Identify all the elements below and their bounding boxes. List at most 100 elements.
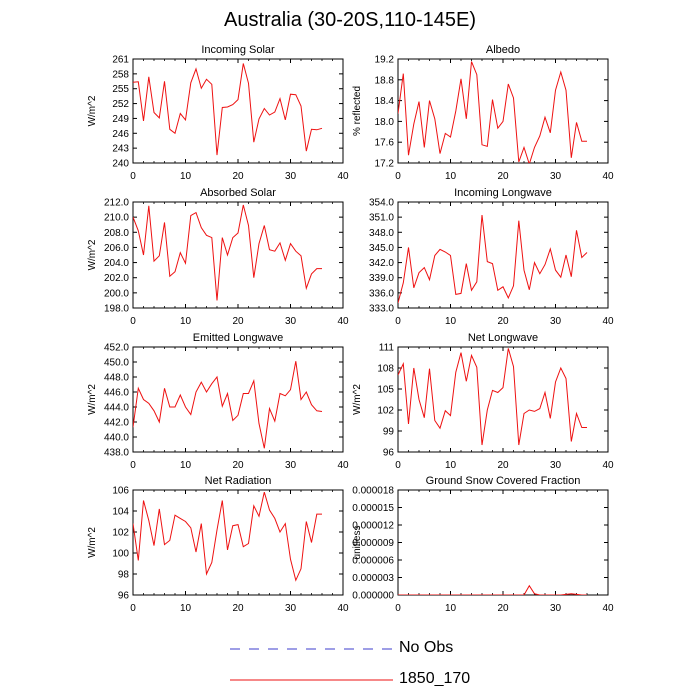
y-tick-label: 210.0	[104, 213, 129, 224]
y-tick-label: 261	[112, 55, 129, 66]
y-tick-label: 17.2	[375, 159, 395, 170]
plot-frame	[397, 58, 609, 164]
y-tick-label: 442.0	[104, 418, 129, 429]
panel-incoming-solar: Incoming Solar 0 10 20 30 40 240 243 246 249 252 25…	[87, 44, 349, 182]
y-tick-label: 0.000009	[352, 538, 394, 549]
x-tick-label: 0	[395, 316, 401, 327]
x-tick-label: 20	[232, 171, 244, 182]
y-tick-label: 258	[112, 69, 129, 80]
y-tick-label: 18.4	[375, 96, 395, 107]
y-tick-label: 200.0	[104, 288, 129, 299]
series-line-1850-170	[398, 215, 588, 304]
y-tick-label: 96	[118, 591, 130, 602]
x-tick-label: 0	[130, 316, 136, 327]
x-tick-label: 40	[337, 603, 349, 614]
y-tick-label: 255	[112, 84, 129, 95]
plot-frame	[132, 58, 344, 164]
y-tick-label: 17.6	[375, 138, 395, 149]
y-tick-label: 18.8	[375, 75, 395, 86]
panel-title: Absorbed Solar	[200, 187, 276, 199]
x-tick-label: 30	[550, 316, 562, 327]
y-axis-label: unitless	[352, 526, 363, 560]
y-tick-label: 202.0	[104, 273, 129, 284]
x-tick-label: 40	[602, 460, 614, 471]
y-axis-label: W/m^2	[87, 384, 98, 415]
x-tick-label: 0	[395, 171, 401, 182]
x-tick-label: 20	[497, 603, 509, 614]
panel-absorbed-solar: Absorbed Solar 0 10 20 30 40 198.0 200.0 202.0 20…	[87, 187, 349, 327]
y-tick-label: 354.0	[369, 198, 394, 209]
x-tick-label: 0	[395, 460, 401, 471]
series-line-1850-170	[133, 491, 322, 582]
x-tick-label: 20	[232, 316, 244, 327]
y-tick-label: 240	[112, 159, 129, 170]
y-tick-label: 104	[112, 507, 129, 518]
series-line-1850-170	[398, 348, 587, 446]
y-tick-label: 98	[118, 570, 130, 581]
panel-emitted-longwave: Emitted Longwave 0 10 20 30 40 438.0 440.0 442.0…	[87, 332, 349, 471]
x-tick-label: 20	[232, 603, 244, 614]
x-tick-label: 30	[550, 171, 562, 182]
y-tick-label: 438.0	[104, 448, 129, 459]
y-axis-label: W/m^2	[87, 527, 98, 558]
plot-frame	[397, 489, 609, 596]
x-tick-label: 30	[285, 460, 297, 471]
panel-title: Incoming Longwave	[454, 187, 552, 199]
x-tick-label: 10	[180, 460, 192, 471]
x-tick-label: 10	[445, 603, 457, 614]
y-tick-label: 448.0	[104, 373, 129, 384]
y-tick-label: 208.0	[104, 228, 129, 239]
panel-title: Ground Snow Covered Fraction	[426, 475, 581, 487]
y-tick-label: 333.0	[369, 304, 394, 315]
y-tick-label: 351.0	[369, 213, 394, 224]
y-tick-label: 252	[112, 99, 129, 110]
plot-frame	[132, 201, 344, 309]
x-tick-label: 10	[445, 171, 457, 182]
y-tick-label: 18.0	[375, 117, 395, 128]
y-tick-label: 342.0	[369, 258, 394, 269]
panel-title: Net Radiation	[205, 475, 272, 487]
y-tick-label: 444.0	[104, 403, 129, 414]
panel-albedo: Albedo 0 10 20 30 40 17.2 17.6 18.0 18.4 18.8 19.2%…	[352, 44, 614, 182]
y-axis-label: W/m^2	[87, 95, 98, 126]
panel-title: Albedo	[486, 44, 520, 56]
y-tick-label: 452.0	[104, 343, 129, 354]
y-tick-label: 0.000006	[352, 556, 394, 567]
x-tick-label: 30	[550, 460, 562, 471]
y-tick-label: 336.0	[369, 288, 394, 299]
x-tick-label: 20	[232, 460, 244, 471]
x-tick-label: 30	[285, 316, 297, 327]
y-tick-label: 249	[112, 114, 129, 125]
y-tick-label: 212.0	[104, 198, 129, 209]
y-axis-label: W/m^2	[87, 239, 98, 270]
y-tick-label: 111	[379, 343, 395, 354]
y-tick-label: 198.0	[104, 304, 129, 315]
series-line-1850-170	[398, 61, 587, 163]
plot-frame	[397, 201, 609, 309]
series-line-1850-170	[133, 63, 323, 156]
series-line-1850-170	[133, 204, 322, 301]
plot-frame	[397, 346, 609, 453]
y-tick-label: 105	[377, 385, 394, 396]
panel-title: Incoming Solar	[201, 44, 275, 56]
y-tick-label: 246	[112, 129, 129, 140]
panel-title: Emitted Longwave	[193, 332, 284, 344]
y-tick-label: 108	[377, 364, 394, 375]
panel-title: Net Longwave	[468, 332, 538, 344]
x-tick-label: 0	[130, 460, 136, 471]
plot-frame	[132, 346, 344, 453]
y-tick-label: 450.0	[104, 358, 129, 369]
y-axis-label: W/m^2	[352, 384, 363, 415]
x-tick-label: 10	[445, 316, 457, 327]
y-tick-label: 102	[377, 406, 394, 417]
y-tick-label: 0.000012	[352, 521, 394, 532]
x-tick-label: 10	[445, 460, 457, 471]
y-tick-label: 345.0	[369, 243, 394, 254]
x-tick-label: 10	[180, 171, 192, 182]
x-tick-label: 20	[497, 171, 509, 182]
y-tick-label: 206.0	[104, 243, 129, 254]
y-tick-label: 0.000015	[352, 503, 394, 514]
y-tick-label: 243	[112, 144, 129, 155]
y-tick-label: 339.0	[369, 273, 394, 284]
x-tick-label: 40	[602, 316, 614, 327]
